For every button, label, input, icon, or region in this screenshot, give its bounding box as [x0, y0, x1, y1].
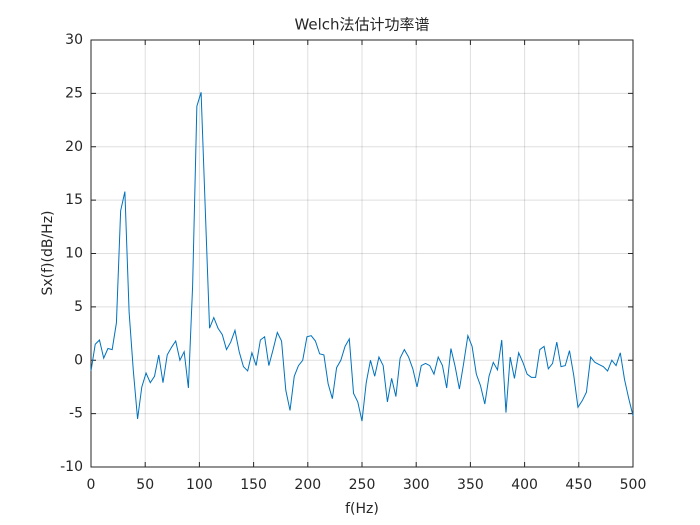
- y-tick-label: 10: [65, 246, 83, 262]
- y-tick-label: 30: [65, 32, 83, 48]
- x-tick-label: 300: [403, 477, 430, 493]
- y-tick-label: -5: [69, 406, 83, 422]
- y-tick-label: 5: [74, 299, 83, 315]
- x-tick-label: 450: [565, 477, 592, 493]
- plot-frame: [90, 39, 634, 468]
- x-tick-label: 250: [349, 477, 376, 493]
- x-tick-label: 400: [511, 477, 538, 493]
- x-tick-label: 150: [240, 477, 267, 493]
- x-tick-label: 350: [457, 477, 484, 493]
- x-tick-label: 200: [294, 477, 321, 493]
- x-tick-label: 0: [87, 477, 96, 493]
- y-axis-label: Sx(f)(dB/Hz): [40, 210, 56, 295]
- chart-title: Welch法估计功率谱: [294, 16, 429, 34]
- y-tick-label: 20: [65, 139, 83, 155]
- x-axis-label: f(Hz): [345, 501, 379, 517]
- y-tick-label: -10: [60, 459, 83, 475]
- data-line: [90, 92, 634, 422]
- y-tick-label: 15: [65, 192, 83, 208]
- y-tick-label: 0: [74, 352, 83, 368]
- x-tick-label: 500: [620, 477, 647, 493]
- x-tick-label: 50: [136, 477, 154, 493]
- x-tick-label: 100: [186, 477, 213, 493]
- y-tick-label: 25: [65, 85, 83, 101]
